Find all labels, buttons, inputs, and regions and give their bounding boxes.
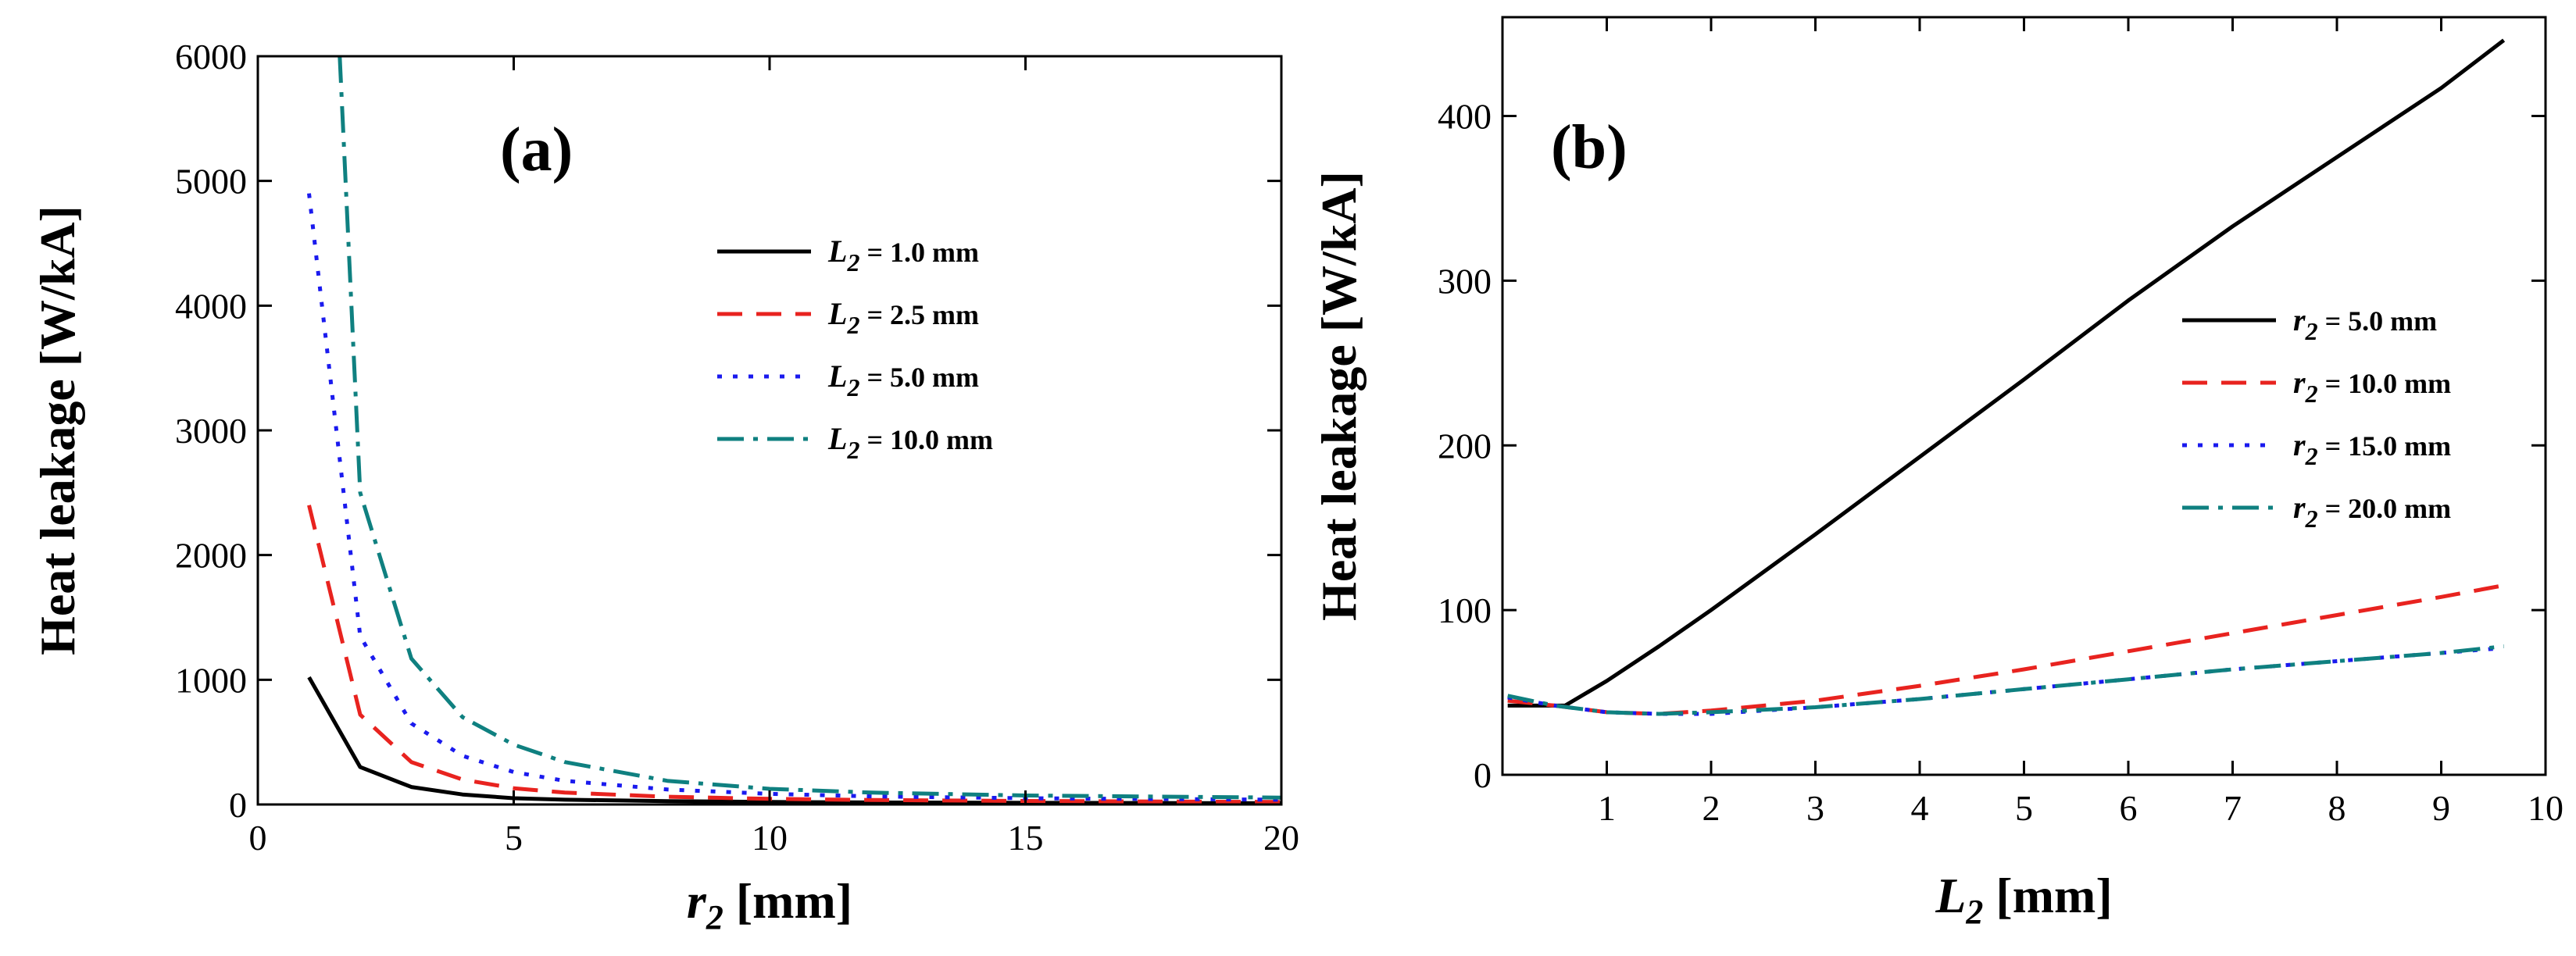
legend-value: = 2.5 mm	[859, 299, 979, 330]
x-axis-label-unit: [mm]	[1983, 868, 2112, 923]
y-tick-label: 4000	[175, 286, 247, 326]
legend-symbol: L	[827, 234, 847, 269]
series-line-1	[307, 676, 1281, 804]
x-axis-label: r2 [mm]	[687, 873, 852, 936]
x-axis-label: L2 [mm]	[1935, 868, 2112, 931]
legend-symbol: r	[2293, 490, 2306, 525]
legend-value: = 5.0 mm	[859, 362, 979, 393]
x-tick-label: 8	[2328, 788, 2346, 828]
legend-label-2: L2 = 2.5 mm	[827, 296, 979, 339]
legend-value: = 5.0 mm	[2318, 305, 2438, 337]
legend-symbol: r	[2293, 427, 2306, 462]
x-tick-label: 6	[2120, 788, 2138, 828]
y-tick-label: 300	[1438, 261, 1492, 301]
legend-label-4: r2 = 20.0 mm	[2293, 490, 2451, 533]
y-tick-label: 200	[1438, 426, 1492, 466]
y-axis-label: Heat leakage [W/kA]	[30, 205, 85, 655]
legend-symbol: L	[827, 296, 847, 331]
legend-subscript: 2	[846, 373, 859, 401]
x-axis-label-subscript: 2	[1965, 893, 1983, 931]
legend-label-1: r2 = 5.0 mm	[2293, 302, 2437, 345]
legend-label-1: L2 = 1.0 mm	[827, 234, 979, 276]
x-axis-label-subscript: 2	[706, 898, 723, 936]
y-tick-label: 2000	[175, 536, 247, 576]
legend-value: = 10.0 mm	[859, 424, 993, 455]
x-tick-label: 3	[1806, 788, 1824, 828]
series-line-1	[1507, 38, 2506, 708]
legend-subscript: 2	[846, 311, 859, 339]
legend-subscript: 2	[2305, 505, 2318, 533]
x-tick-label: 1	[1598, 788, 1616, 828]
y-tick-label: 3000	[175, 411, 247, 451]
legend-symbol: r	[2293, 302, 2306, 337]
x-axis-label-unit: [mm]	[723, 873, 852, 929]
x-tick-label: 5	[2015, 788, 2033, 828]
legend-subscript: 2	[846, 248, 859, 276]
legend-subscript: 2	[2305, 380, 2318, 408]
legend-value: = 1.0 mm	[859, 237, 979, 268]
x-tick-label: 20	[1263, 818, 1299, 858]
legend-value: = 15.0 mm	[2318, 430, 2452, 462]
x-tick-label: 2	[1702, 788, 1720, 828]
x-tick-label: 10	[752, 818, 788, 858]
legend-value: = 10.0 mm	[2318, 368, 2452, 399]
legend-subscript: 2	[846, 436, 859, 464]
y-tick-label: 0	[1474, 755, 1492, 795]
legend-symbol: L	[827, 358, 847, 394]
series-line-2	[307, 505, 1281, 804]
x-tick-label: 0	[249, 818, 267, 858]
x-axis-label-symbol: r	[687, 873, 707, 929]
y-axis-label: Heat leakage [W/kA]	[1311, 171, 1367, 621]
y-tick-label: 100	[1438, 590, 1492, 630]
x-tick-label: 9	[2432, 788, 2450, 828]
series-group	[307, 56, 1281, 804]
y-tick-label: 0	[229, 785, 247, 825]
x-tick-label: 15	[1008, 818, 1044, 858]
legend-value: = 20.0 mm	[2318, 493, 2452, 524]
y-tick-label: 5000	[175, 162, 247, 202]
legend-label-4: L2 = 10.0 mm	[827, 421, 993, 464]
y-tick-label: 1000	[175, 660, 247, 700]
legend-label-3: L2 = 5.0 mm	[827, 358, 979, 401]
x-tick-label: 4	[1911, 788, 1929, 828]
y-tick-label: 6000	[175, 37, 247, 77]
x-tick-label: 7	[2224, 788, 2242, 828]
series-line-4	[338, 56, 1281, 800]
series-line-4	[1507, 644, 2504, 716]
panel-label: (a)	[500, 116, 573, 184]
legend-symbol: r	[2293, 365, 2306, 400]
plot-frame	[256, 55, 1283, 806]
series-line-3	[307, 193, 1281, 802]
legend-subscript: 2	[2305, 442, 2318, 470]
panel-label: (b)	[1551, 113, 1627, 182]
legend-symbol: L	[827, 421, 847, 456]
x-tick-label: 5	[505, 818, 523, 858]
y-tick-label: 400	[1438, 97, 1492, 137]
legend-subscript: 2	[2305, 317, 2318, 345]
x-tick-label: 10	[2528, 788, 2563, 828]
series-line-3	[1507, 646, 2504, 716]
legend-label-3: r2 = 15.0 mm	[2293, 427, 2451, 470]
legend-label-2: r2 = 10.0 mm	[2293, 365, 2451, 408]
x-axis-label-symbol: L	[1935, 868, 1966, 923]
series-group	[1507, 38, 2506, 716]
